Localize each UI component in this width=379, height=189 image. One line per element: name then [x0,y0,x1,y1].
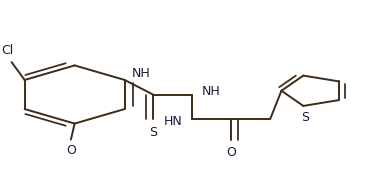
Text: NH: NH [131,67,150,80]
Text: HN: HN [164,115,183,128]
Text: NH: NH [201,85,220,98]
Text: O: O [226,146,236,159]
Text: Cl: Cl [1,44,13,57]
Text: S: S [301,111,309,124]
Text: S: S [149,126,157,139]
Text: O: O [66,144,76,157]
